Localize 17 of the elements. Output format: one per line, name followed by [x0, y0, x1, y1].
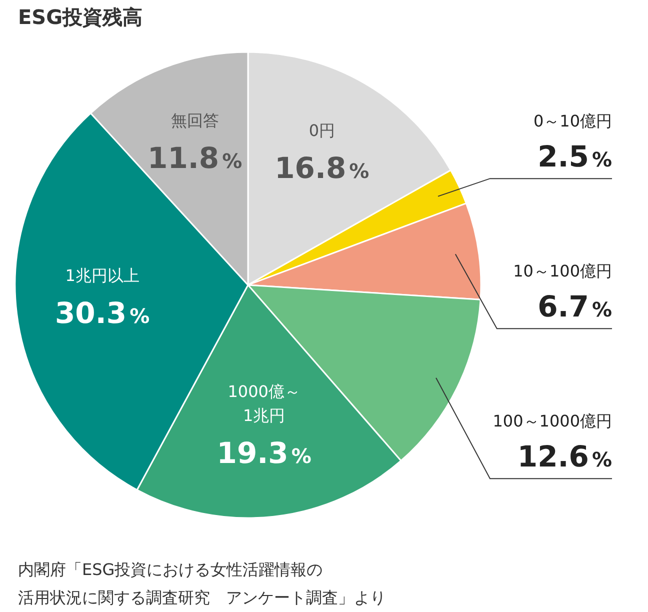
- data-label: 12.6%: [517, 440, 612, 474]
- data-label: 16.8%: [274, 151, 370, 186]
- data-label: 6.7%: [538, 290, 612, 324]
- data-label: 11.8%: [148, 141, 242, 176]
- slice-label: 1兆円以上: [65, 266, 140, 285]
- text: 活用状況に関する調査研究 アンケート調査」より: [18, 588, 386, 607]
- slice-label: 1000億～ 1兆円: [228, 382, 300, 425]
- text: 内閣府「ESG投資における女性活躍情報の: [18, 560, 323, 579]
- data-label: 2.5%: [538, 140, 612, 174]
- slice-label: 0円: [308, 121, 336, 140]
- slice-label: 0～10億円: [533, 112, 612, 131]
- chart-title: ESG投資残高: [18, 5, 142, 29]
- data-label: 30.3%: [55, 296, 150, 330]
- slice-label: 10～100億円: [513, 262, 612, 281]
- data-label: 19.3%: [216, 436, 312, 470]
- slice-label: 無回答: [170, 111, 219, 130]
- slice-label: 100～1000億円: [492, 412, 612, 431]
